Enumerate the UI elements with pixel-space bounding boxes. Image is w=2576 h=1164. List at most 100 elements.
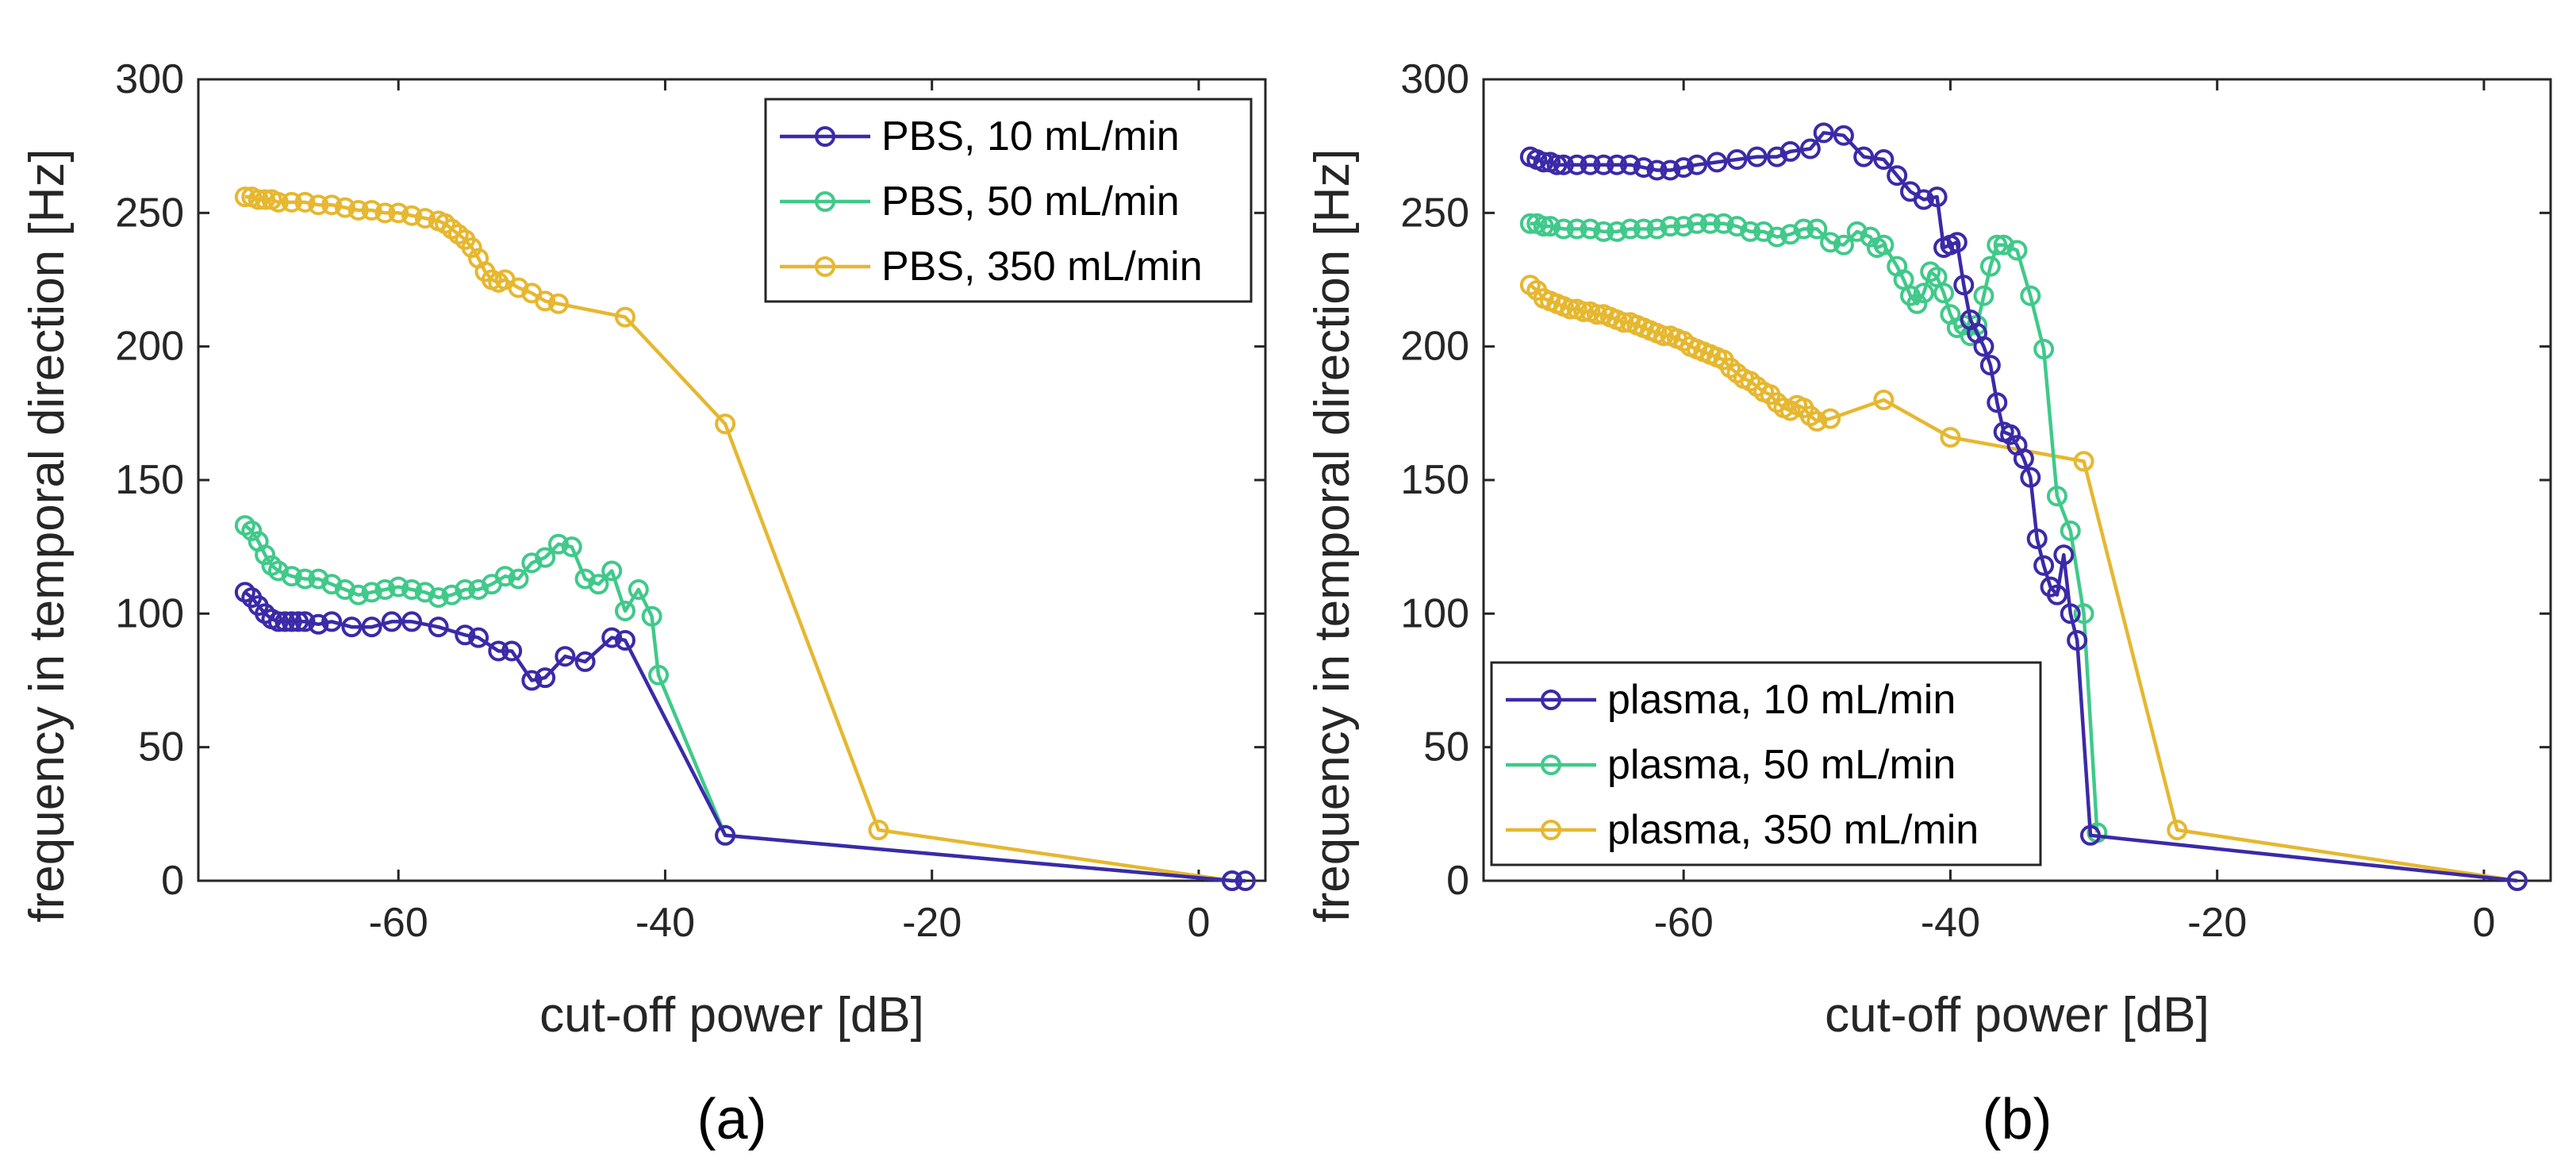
data-point-marker [1646, 218, 1668, 240]
data-point-marker [574, 651, 596, 672]
data-point-marker [441, 584, 463, 605]
data-point-marker [1673, 157, 1695, 179]
data-point-marker [715, 413, 736, 435]
data-point-marker [1519, 213, 1541, 234]
data-point-marker [1713, 213, 1734, 234]
x-tick-label: -40 [1921, 900, 1980, 946]
data-point-marker [294, 611, 316, 632]
data-point-marker [2020, 467, 2041, 488]
panel-label: (a) [697, 1088, 767, 1151]
data-point-marker [1687, 154, 1707, 175]
data-point-marker [1987, 234, 2008, 255]
data-point-marker [347, 199, 369, 221]
data-point-marker [294, 568, 316, 590]
legend-entry-label: PBS, 350 mL/min [881, 244, 1203, 290]
data-point-marker [1607, 154, 1628, 175]
data-point-marker [401, 579, 422, 601]
y-tick-label: 150 [115, 457, 184, 503]
data-point-marker [1633, 218, 1654, 240]
x-tick-label: -60 [1654, 900, 1714, 946]
data-point-marker [601, 560, 623, 582]
data-point-marker [388, 576, 409, 597]
data-point-marker [321, 574, 343, 595]
data-point-marker [1953, 275, 1975, 296]
data-point-marker [401, 611, 422, 632]
data-point-marker [521, 670, 543, 691]
data-point-marker [1546, 154, 1568, 175]
data-point-marker [1553, 218, 1574, 240]
data-point-marker [1613, 312, 1634, 333]
data-point-marker [601, 627, 623, 648]
legend-marker-swatch [815, 191, 835, 212]
legend-entry-label: PBS, 10 mL/min [881, 113, 1180, 159]
data-point-marker [1533, 216, 1554, 237]
data-point-marker [341, 617, 363, 638]
data-point-marker [255, 189, 276, 210]
data-point-marker [1979, 255, 2001, 277]
data-point-marker [1793, 218, 1814, 240]
legend-marker-swatch [815, 256, 835, 277]
data-point-marker [1833, 125, 1854, 146]
legend-marker-swatch [1541, 690, 1561, 710]
data-point-marker [468, 579, 489, 601]
data-point-marker [361, 582, 382, 603]
data-point-marker [588, 574, 609, 595]
data-point-marker [361, 199, 382, 221]
data-point-marker [1586, 304, 1607, 325]
data-point-marker [1753, 221, 1775, 242]
series-2 [1519, 213, 2108, 843]
data-point-marker [1553, 154, 1574, 175]
data-point-marker [2000, 424, 2021, 445]
data-point-marker [2053, 544, 2075, 566]
data-point-marker [1979, 355, 2001, 376]
data-point-marker [347, 584, 369, 605]
data-point-marker [2067, 630, 2088, 651]
data-point-marker [2033, 555, 2055, 576]
data-point-marker [455, 579, 476, 601]
data-point-marker [428, 587, 449, 609]
series-line [244, 194, 1233, 883]
data-point-marker [1646, 159, 1668, 181]
legend-marker-swatch [1541, 820, 1561, 840]
data-point-marker [1873, 390, 1895, 410]
data-point-marker [2073, 603, 2094, 624]
data-point-marker [1633, 157, 1654, 179]
data-point-marker [294, 191, 316, 213]
data-point-marker [1973, 285, 1994, 306]
legend-entry-label: plasma, 50 mL/min [1607, 742, 1956, 788]
data-point-marker [1726, 149, 1748, 170]
data-point-marker [334, 579, 355, 601]
legend: PBS, 10 mL/min PBS, 50 mL/min PBS, 350 mL/… [764, 98, 1253, 303]
data-point-marker [1234, 870, 1256, 891]
data-point-marker [1746, 146, 1768, 167]
data-point-marker [414, 582, 436, 603]
data-point-marker [2060, 603, 2081, 624]
x-tick-label: -20 [902, 900, 962, 946]
data-point-marker [241, 520, 263, 541]
data-point-marker [1619, 218, 1641, 240]
data-point-marker [321, 194, 343, 216]
y-tick-label: 0 [1446, 858, 1469, 904]
data-point-marker [1940, 427, 1961, 448]
data-point-marker [715, 824, 736, 846]
data-point-marker [281, 611, 302, 632]
data-point-marker [648, 664, 670, 686]
y-axis-label: frequency in temporal direction [Hz] [20, 148, 75, 922]
x-tick-label: 0 [1187, 900, 1210, 946]
data-point-marker [1913, 282, 1934, 304]
data-point-marker [2006, 240, 2028, 261]
x-axis-label: cut-off power [dB] [539, 988, 924, 1043]
y-tick-label: 150 [1400, 457, 1469, 503]
legend-entry-label: plasma, 10 mL/min [1607, 677, 1956, 723]
legend-marker-swatch [1541, 755, 1561, 775]
data-point-marker [641, 605, 662, 627]
data-point-marker [1540, 216, 1561, 237]
data-point-marker [2079, 824, 2101, 846]
data-point-marker [234, 186, 255, 208]
data-point-marker [1987, 392, 2008, 413]
data-point-marker [574, 568, 596, 590]
data-point-marker [334, 197, 355, 218]
legend-marker-swatch [815, 126, 835, 147]
y-tick-label: 200 [115, 324, 184, 370]
data-point-marker [1933, 282, 1955, 304]
